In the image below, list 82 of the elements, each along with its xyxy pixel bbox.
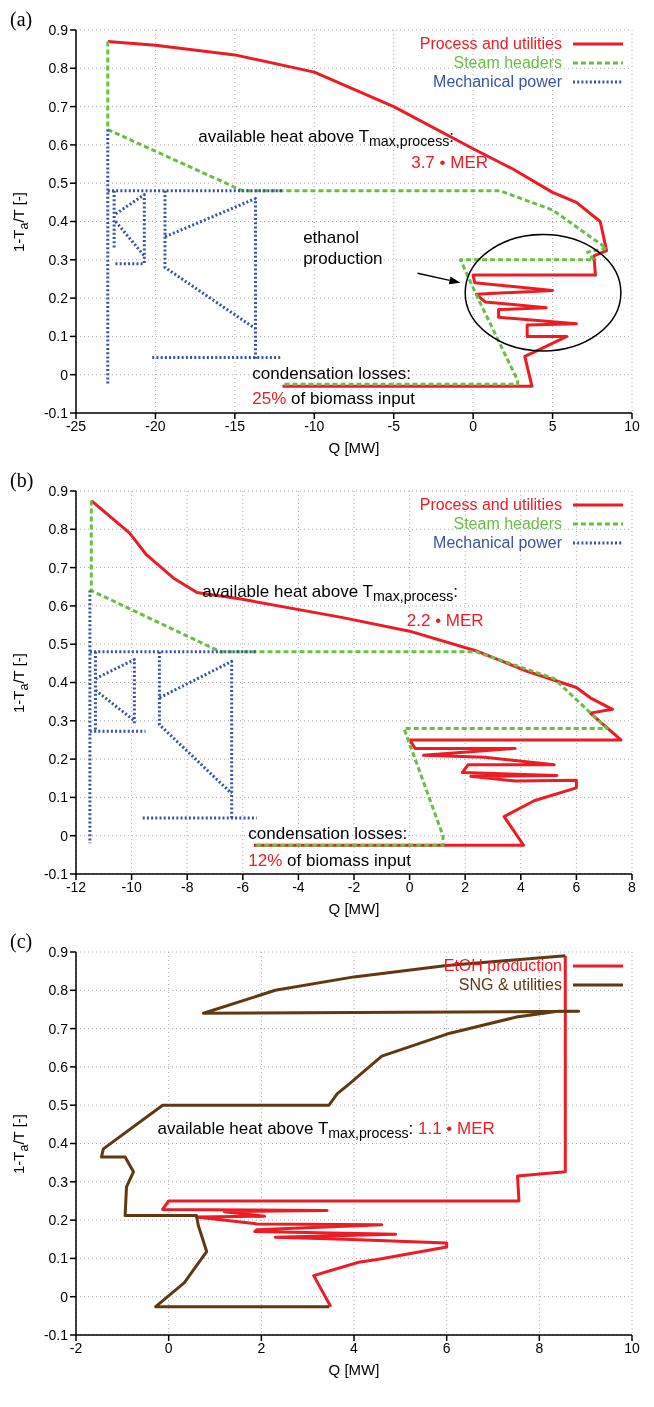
legend-label: Mechanical power bbox=[433, 533, 562, 552]
legend-label: Process and utilities bbox=[419, 495, 562, 514]
x-tick-label: 6 bbox=[572, 878, 581, 895]
x-tick-label: 8 bbox=[628, 878, 637, 895]
x-axis-title: Q [MW] bbox=[328, 439, 380, 456]
x-tick-label: -10 bbox=[121, 878, 142, 895]
annotation: available heat above T$_{max,process}$: bbox=[198, 126, 455, 150]
x-tick-label: 0 bbox=[164, 1339, 173, 1356]
y-tick-label: 0.1 bbox=[48, 328, 69, 345]
y-tick-label: 0.3 bbox=[48, 712, 69, 729]
annotation: of biomass input bbox=[286, 850, 411, 870]
line-series bbox=[99, 954, 581, 1309]
x-tick-label: 4 bbox=[516, 878, 525, 895]
y-tick-label: 0.5 bbox=[48, 636, 69, 653]
chart-title: (b) bbox=[10, 469, 34, 492]
x-tick-label: 0 bbox=[469, 417, 478, 434]
annotation: 1.1 • MER bbox=[417, 1118, 495, 1138]
y-tick-label: 0.5 bbox=[48, 175, 69, 192]
annotation: available heat above T$_{max,process}$: bbox=[202, 582, 458, 605]
y-tick-label: 0 bbox=[60, 1288, 69, 1305]
annotation: ethanol production bbox=[303, 228, 383, 269]
x-tick-label: 6 bbox=[442, 1339, 451, 1356]
y-tick-label: 0.9 bbox=[48, 943, 69, 960]
annotation: 25% bbox=[252, 388, 287, 408]
x-tick-label: -10 bbox=[304, 417, 325, 434]
annotation: of biomass input bbox=[290, 388, 415, 408]
y-tick-label: 0.7 bbox=[48, 98, 69, 115]
y-tick-label: 0.4 bbox=[48, 1135, 69, 1152]
chart-title: (c) bbox=[10, 930, 33, 953]
x-tick-label: 8 bbox=[535, 1339, 544, 1356]
x-tick-label: -4 bbox=[292, 878, 305, 895]
y-tick-label: 0.8 bbox=[48, 521, 69, 538]
legend-label: Mechanical power bbox=[433, 72, 562, 91]
y-tick-label: 0.7 bbox=[48, 559, 69, 576]
y-tick-label: 0.3 bbox=[48, 1173, 69, 1190]
legend-label: Process and utilities bbox=[419, 34, 562, 53]
x-tick-label: -20 bbox=[145, 417, 166, 434]
y-tick-label: 0.2 bbox=[48, 290, 69, 307]
y-tick-label: 0.1 bbox=[48, 789, 69, 806]
y-tick-label: 0.6 bbox=[48, 136, 69, 153]
x-tick-label: 5 bbox=[548, 417, 557, 434]
x-tick-label: 2 bbox=[257, 1339, 266, 1356]
x-tick-label: 2 bbox=[461, 878, 470, 895]
legend-label: Steam headers bbox=[453, 53, 562, 72]
x-tick-label: 10 bbox=[624, 417, 640, 434]
annotation: condensation losses: bbox=[248, 823, 408, 843]
y-tick-label: 0 bbox=[60, 827, 69, 844]
y-tick-label: -0.1 bbox=[43, 1326, 69, 1343]
legend-label: Steam headers bbox=[453, 514, 562, 533]
x-tick-label: -15 bbox=[224, 417, 246, 434]
x-tick-label: -2 bbox=[69, 1339, 83, 1356]
legend-label: SNG & utilities bbox=[458, 975, 562, 994]
y-tick-label: 0.4 bbox=[48, 674, 69, 691]
chart-title: (a) bbox=[10, 8, 33, 31]
annotation: available heat above T$_{max,process}$: bbox=[157, 1118, 414, 1142]
x-tick-label: -6 bbox=[236, 878, 250, 895]
y-tick-label: 0.8 bbox=[48, 60, 69, 77]
x-tick-label: -5 bbox=[387, 417, 401, 434]
x-axis-title: Q [MW] bbox=[328, 1361, 380, 1378]
y-tick-label: 0.7 bbox=[48, 1020, 69, 1037]
y-tick-label: 0.4 bbox=[48, 213, 69, 230]
annotation: 3.7 • MER bbox=[411, 152, 488, 172]
y-tick-label: 0.9 bbox=[48, 21, 69, 38]
y-tick-label: 0.1 bbox=[48, 1250, 69, 1267]
y-tick-label: 0.2 bbox=[48, 1212, 69, 1229]
y-tick-label: 0.6 bbox=[48, 597, 69, 614]
y-tick-label: 0.2 bbox=[48, 751, 69, 768]
y-tick-label: 0.3 bbox=[48, 251, 69, 268]
y-tick-label: 0.8 bbox=[48, 982, 69, 999]
x-tick-label: -2 bbox=[347, 878, 361, 895]
x-tick-label: 0 bbox=[405, 878, 414, 895]
y-tick-label: 0.6 bbox=[48, 1058, 69, 1075]
annotation: 2.2 • MER bbox=[406, 610, 484, 630]
annotation: 12% bbox=[248, 850, 283, 870]
x-tick-label: 10 bbox=[624, 1339, 640, 1356]
y-tick-label: 0.9 bbox=[48, 482, 69, 499]
x-tick-label: -8 bbox=[180, 878, 194, 895]
x-tick-label: 4 bbox=[350, 1339, 359, 1356]
y-tick-label: 0.5 bbox=[48, 1097, 69, 1114]
y-tick-label: 0 bbox=[60, 366, 69, 383]
x-axis-title: Q [MW] bbox=[328, 900, 380, 917]
annotation: condensation losses: bbox=[252, 363, 412, 383]
